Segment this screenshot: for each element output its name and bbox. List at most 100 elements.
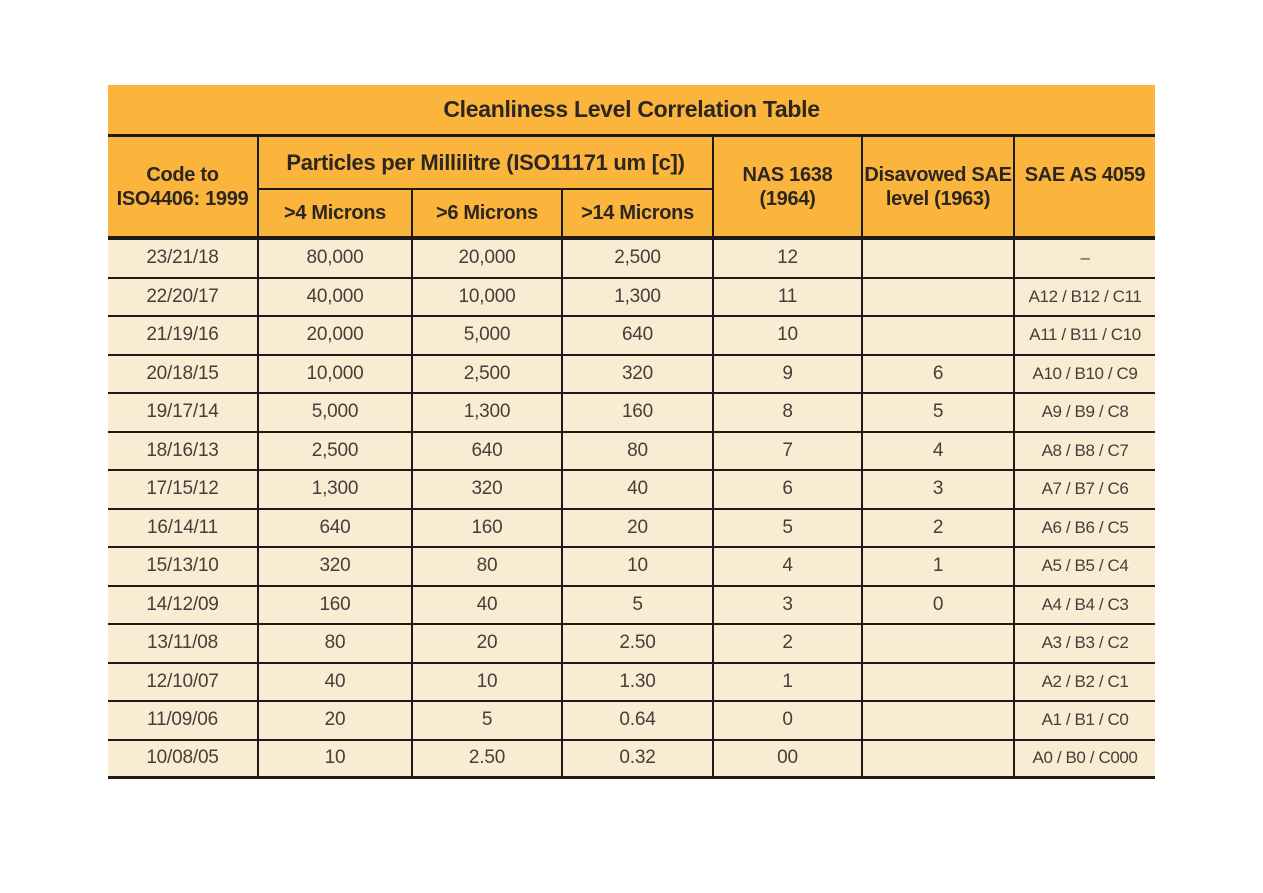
cell-gt4-microns: 20 [259,702,413,739]
cell-gt14-microns: 640 [563,317,714,354]
cell-gt6-microns: 320 [413,471,563,508]
cell-gt14-microns: 1,300 [563,278,714,315]
cell-iso-code: 22/20/17 [108,278,259,315]
cell-sae-as-4059: A11 / B11 / C10 [1029,325,1141,345]
cell-sae-as-4059: A0 / B0 / C000 [1032,748,1138,768]
cell-iso-code: 19/17/14 [108,394,259,431]
table-row: 23/21/18 80,000 20,000 2,500 12 – [108,240,1155,279]
cell-disavowed-sae-level: 0 [863,586,1015,623]
cell-nas-1638: 9 [714,355,863,392]
cell-disavowed-sae-level: 6 [863,355,1015,392]
table-row: 13/11/08 80 20 2.50 2 A3 / B3 / C2 [108,625,1155,664]
cell-iso-code: 14/12/09 [108,586,259,623]
cell-gt4-microns: 80,000 [259,240,413,277]
cell-disavowed-sae-level: 4 [863,432,1015,469]
cell-sae-as-4059: A9 / B9 / C8 [1041,402,1129,422]
table-row: 16/14/11 640 160 20 5 2 A6 / B6 / C5 [108,509,1155,548]
cell-iso-code: 13/11/08 [108,625,259,662]
table-row: 14/12/09 160 40 5 3 0 A4 / B4 / C3 [108,586,1155,625]
cell-iso-code: 16/14/11 [108,509,259,546]
cell-gt4-microns: 320 [259,548,413,585]
cell-gt6-microns: 10,000 [413,278,563,315]
cell-gt4-microns: 10 [259,740,413,776]
cell-gt4-microns: 5,000 [259,394,413,431]
cell-sae-as-4059: A1 / B1 / C0 [1041,710,1129,730]
cell-disavowed-sae-level [863,278,1015,315]
header-code-line-2: ISO4406: 1999 [116,187,249,210]
cell-gt14-microns: 1.30 [563,663,714,700]
cell-iso-code: 12/10/07 [108,663,259,700]
cell-disavowed-sae-level: 5 [863,394,1015,431]
cell-iso-code: 11/09/06 [108,702,259,739]
cell-gt6-microns: 5,000 [413,317,563,354]
header-nas-1638: NAS 1638 (1964) [714,137,863,236]
cell-gt6-microns: 640 [413,432,563,469]
cell-nas-1638: 4 [714,548,863,585]
cell-gt6-microns: 160 [413,509,563,546]
cell-sae-as-4059: A3 / B3 / C2 [1041,633,1129,653]
table-row: 10/08/05 10 2.50 0.32 00 A0 / B0 / C000 [108,740,1155,779]
cell-sae-as-4059: – [1080,248,1090,268]
cell-sae-as-4059: A10 / B10 / C9 [1032,363,1138,383]
table-row: 17/15/12 1,300 320 40 6 3 A7 / B7 / C6 [108,471,1155,510]
cell-nas-1638: 8 [714,394,863,431]
header-code-line-1: Code to [146,163,219,186]
header-disavowed-sae-level: Disavowed SAE level (1963) [863,137,1015,236]
cell-gt6-microns: 5 [413,702,563,739]
cell-nas-1638: 11 [714,278,863,315]
cell-gt6-microns: 80 [413,548,563,585]
cell-gt14-microns: 40 [563,471,714,508]
cell-gt6-microns: 1,300 [413,394,563,431]
cell-disavowed-sae-level [863,317,1015,354]
cell-gt4-microns: 20,000 [259,317,413,354]
header-gt4-microns: >4 Microns [259,190,413,236]
cell-nas-1638: 3 [714,586,863,623]
cell-gt4-microns: 10,000 [259,355,413,392]
cell-gt14-microns: 320 [563,355,714,392]
cell-gt6-microns: 2,500 [413,355,563,392]
table-row: 20/18/15 10,000 2,500 320 9 6 A10 / B10 … [108,355,1155,394]
cell-sae-as-4059: A6 / B6 / C5 [1041,517,1129,537]
cell-nas-1638: 1 [714,663,863,700]
cell-nas-1638: 6 [714,471,863,508]
cell-gt4-microns: 40,000 [259,278,413,315]
header-gt6-microns: >6 Microns [413,190,563,236]
cell-gt6-microns: 20 [413,625,563,662]
cell-gt14-microns: 0.64 [563,702,714,739]
cell-iso-code: 18/16/13 [108,432,259,469]
header-sae-as-4059: SAE AS 4059 [1024,164,1146,186]
cell-sae-as-4059: A12 / B12 / C11 [1028,286,1142,306]
header-gt14-microns: >14 Microns [563,190,714,236]
table-title: Cleanliness Level Correlation Table [108,85,1155,137]
cell-gt6-microns: 10 [413,663,563,700]
cell-gt4-microns: 2,500 [259,432,413,469]
cell-gt6-microns: 20,000 [413,240,563,277]
cell-iso-code: 17/15/12 [108,471,259,508]
cell-sae-as-4059: A4 / B4 / C3 [1041,594,1129,614]
table-row: 18/16/13 2,500 640 80 7 4 A8 / B8 / C7 [108,432,1155,471]
cell-iso-code: 20/18/15 [108,355,259,392]
cell-nas-1638: 00 [714,740,863,776]
cell-disavowed-sae-level: 3 [863,471,1015,508]
cell-nas-1638: 2 [714,625,863,662]
cell-gt4-microns: 40 [259,663,413,700]
table-row: 19/17/14 5,000 1,300 160 8 5 A9 / B9 / C… [108,394,1155,433]
cell-gt14-microns: 5 [563,586,714,623]
cleanliness-correlation-table: Cleanliness Level Correlation Table Code… [108,85,1155,779]
table-header: Code to ISO4406: 1999 Particles per Mill… [108,137,1155,240]
table-row: 21/19/16 20,000 5,000 640 10 A11 / B11 /… [108,317,1155,356]
cell-iso-code: 10/08/05 [108,740,259,776]
header-particles-per-millilitre: Particles per Millilitre (ISO11171 um [c… [259,137,714,190]
cell-nas-1638: 7 [714,432,863,469]
cell-gt14-microns: 2,500 [563,240,714,277]
cell-nas-1638: 12 [714,240,863,277]
header-sae-level-line-2: level (1963) [885,187,991,210]
cell-sae-as-4059: A8 / B8 / C7 [1041,440,1129,460]
cell-gt14-microns: 20 [563,509,714,546]
header-nas-line-2: (1964) [759,187,816,210]
cell-gt4-microns: 80 [259,625,413,662]
cell-gt4-microns: 160 [259,586,413,623]
table-row: 11/09/06 20 5 0.64 0 A1 / B1 / C0 [108,702,1155,741]
cell-disavowed-sae-level [863,740,1015,776]
